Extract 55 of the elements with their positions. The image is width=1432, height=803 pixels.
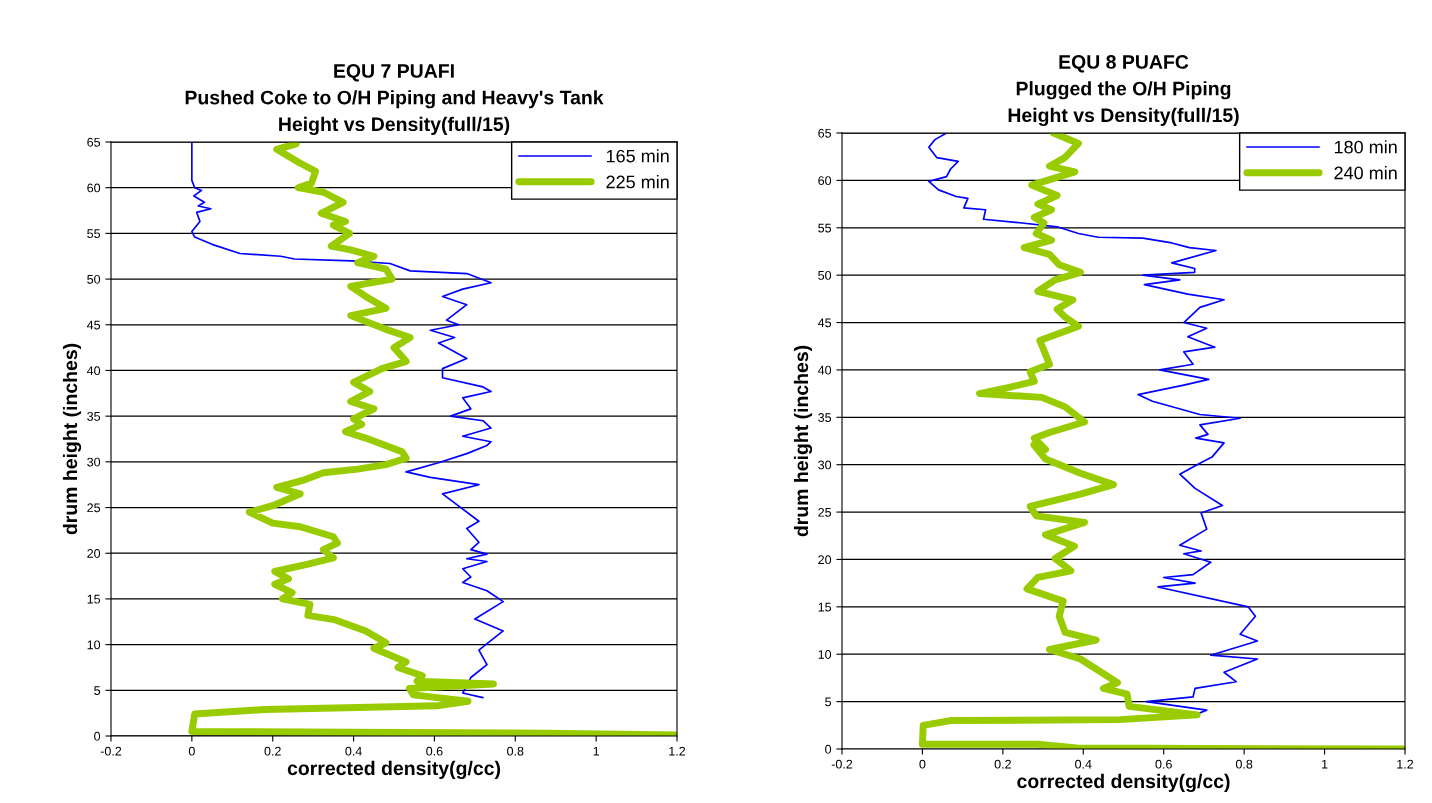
- y-tick-label: 45: [817, 318, 832, 328]
- y-tick-label: 30: [818, 460, 832, 470]
- y-tick-label: 65: [818, 128, 832, 138]
- y-tick-label: 40: [86, 366, 101, 376]
- x-tick-label: 1: [1322, 759, 1328, 769]
- y-tick-label: 10: [818, 650, 832, 659]
- x-axis-title: corrected density(g/cc): [1017, 773, 1230, 793]
- x-axis-title: corrected density(g/cc): [287, 760, 501, 780]
- y-tick-label: 10: [87, 640, 101, 650]
- y-axis-title: drum height (inches): [793, 345, 813, 537]
- x-tick-label: 0.8: [1235, 759, 1253, 769]
- y-tick-label: 15: [818, 602, 832, 612]
- x-tick-label: 1: [593, 746, 600, 756]
- chart-title: EQU 7 PUAFI Pushed Coke to O/H Piping and Heavy's Tank Height vs Density(full/15): [185, 64, 604, 136]
- x-tick-label: 1.2: [1397, 759, 1414, 769]
- chart-title: EQU 8 PUAFC Plugged the O/H Piping Height vs Density(full/15): [1008, 55, 1239, 127]
- y-tick-label: 55: [87, 229, 101, 239]
- legend-label: 165 min: [606, 149, 669, 163]
- x-tick-label: 0: [188, 746, 195, 756]
- y-tick-label: 50: [818, 270, 832, 280]
- y-tick-label: 65: [87, 137, 101, 147]
- y-tick-label: 30: [87, 457, 101, 467]
- x-tick-label: 0.4: [1075, 759, 1092, 769]
- x-tick-label: 0: [919, 759, 926, 769]
- line-series: [191, 142, 504, 699]
- y-tick-label: 45: [86, 320, 101, 330]
- y-tick-label: 50: [87, 274, 101, 284]
- y-tick-label: 25: [818, 507, 832, 517]
- y-tick-label: 15: [87, 594, 101, 604]
- y-tick-label: 5: [94, 686, 101, 695]
- y-tick-label: 35: [818, 413, 832, 422]
- y-axis-title: drum height (inches): [62, 343, 82, 535]
- y-tick-label: 55: [818, 223, 832, 233]
- y-tick-label: 60: [818, 176, 832, 186]
- x-tick-label: 0.4: [345, 746, 362, 756]
- y-tick-label: 20: [87, 549, 101, 558]
- y-tick-label: 5: [825, 697, 832, 707]
- x-tick-label: 0.6: [426, 746, 443, 756]
- legend-label: 225 min: [606, 175, 669, 189]
- y-tick-label: 60: [87, 183, 101, 193]
- x-tick-label: 0.2: [994, 759, 1011, 769]
- y-tick-label: 40: [817, 365, 832, 375]
- y-tick-label: 35: [87, 411, 101, 421]
- x-tick-label: 0.6: [1155, 759, 1172, 769]
- x-tick-label: 0.8: [507, 746, 524, 756]
- y-tick-label: 20: [818, 555, 832, 565]
- x-tick-label: 0.2: [264, 746, 281, 756]
- y-tick-label: 25: [87, 503, 101, 513]
- legend-label: 180 min: [1334, 140, 1397, 154]
- x-tick-label: -0.2: [831, 759, 853, 769]
- line-series: [928, 133, 1259, 715]
- y-tick-label: 0: [94, 731, 101, 741]
- x-tick-label: 1.2: [669, 746, 686, 756]
- legend-label: 240 min: [1334, 166, 1397, 180]
- x-tick-label: -0.2: [100, 746, 122, 756]
